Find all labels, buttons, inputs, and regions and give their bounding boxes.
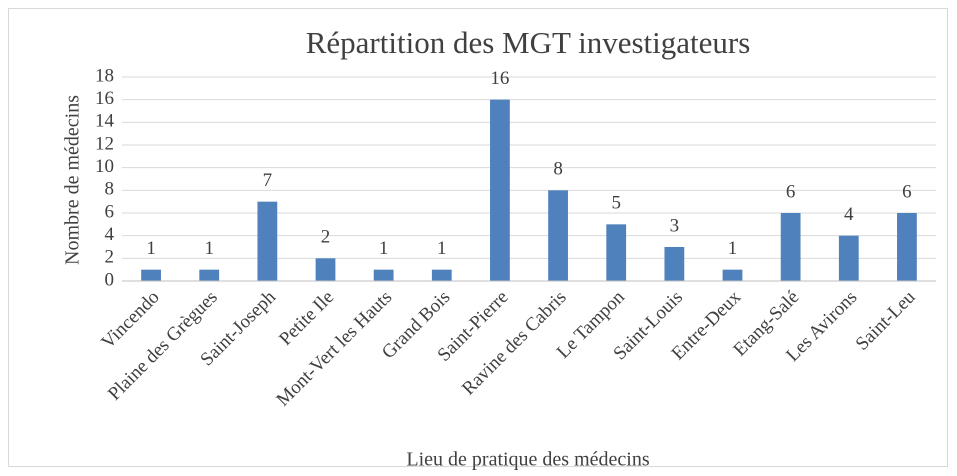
bar [257,201,278,281]
y-tick-label: 4 [105,224,115,245]
y-tick-label: 0 [105,269,115,290]
y-tick-label: 14 [95,111,115,132]
data-label: 7 [263,170,273,191]
data-label: 1 [204,238,214,259]
y-tick-label: 6 [105,201,115,222]
bar [141,269,161,281]
y-tick-label: 18 [95,65,114,86]
data-label: 6 [902,181,912,202]
bar [722,269,743,281]
data-label: 6 [786,181,796,202]
y-axis-label: Nombre de médecins [62,95,84,265]
data-label: 16 [490,68,509,89]
data-label: 5 [611,193,621,214]
data-label: 1 [379,238,389,259]
chart-title: Répartition des MGT investigateurs [306,25,751,60]
bar [199,269,220,281]
data-label: 8 [553,159,563,180]
data-label: 1 [437,238,447,259]
bar [897,213,917,281]
bar [606,224,627,281]
data-label: 3 [670,215,680,236]
bar [431,269,452,281]
bar [490,99,510,282]
y-tick-label: 8 [105,179,115,200]
bar [373,269,394,281]
bar [780,213,801,281]
data-label: 1 [728,238,738,259]
x-axis-label: Lieu de pratique des médecins [406,449,649,471]
bar [548,190,568,281]
data-label: 1 [146,238,156,259]
y-tick-label: 10 [95,156,114,177]
data-label: 2 [321,227,331,248]
y-tick-label: 2 [105,247,115,268]
data-label: 4 [844,204,854,225]
y-tick-label: 12 [95,133,114,154]
bar [838,235,859,281]
bar [315,258,336,281]
y-tick-label: 16 [95,88,114,109]
bar [664,247,685,281]
